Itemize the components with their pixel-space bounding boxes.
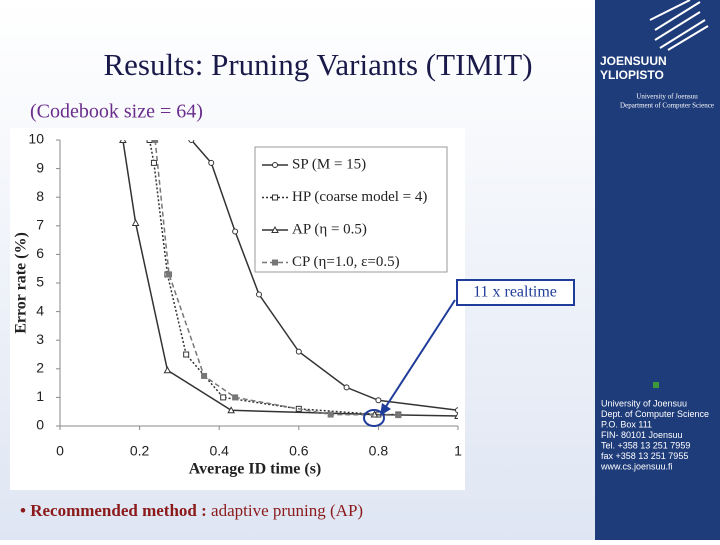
marker: [272, 194, 278, 201]
marker: [327, 411, 334, 418]
y-tick-label: 10: [28, 131, 44, 147]
bullet-text: adaptive pruning (AP): [211, 501, 363, 520]
marker: [271, 225, 279, 233]
bullet-square: [653, 382, 659, 388]
y-tick-label: 8: [36, 188, 44, 204]
bullet: • Recommended method : adaptive pruning …: [20, 501, 363, 520]
logo-name: YLIOPISTO: [600, 68, 664, 82]
contact-line: Tel. +358 13 251 7959: [601, 440, 690, 450]
y-tick-label: 5: [36, 274, 44, 290]
contact-line: P.O. Box 111: [601, 419, 652, 429]
marker: [150, 159, 157, 166]
legend-label: SP (M = 15): [292, 156, 366, 172]
legend-label: AP (η = 0.5): [292, 221, 367, 237]
x-tick-label: 0: [56, 443, 64, 459]
marker: [232, 394, 239, 401]
series-line: [190, 140, 458, 412]
legend-label: HP (coarse model = 4): [292, 189, 427, 205]
annotation-box: [456, 279, 575, 306]
marker: [455, 407, 458, 414]
contact-line: FIN- 80101 Joensuu: [601, 430, 683, 440]
slide-title: Results: Pruning Variants (TIMIT): [103, 47, 532, 82]
marker: [395, 412, 402, 419]
annotation-arrow: [384, 299, 456, 409]
logo-name: JOENSUUN: [600, 54, 667, 68]
marker: [272, 162, 278, 168]
marker: [183, 351, 190, 358]
y-tick-label: 6: [36, 245, 44, 261]
bullet-label: • Recommended method :: [20, 501, 207, 520]
y-tick-label: 7: [36, 217, 44, 233]
contact-line: Dept. of Computer Science: [601, 409, 709, 419]
marker: [208, 159, 215, 166]
marker: [188, 140, 195, 143]
x-axis-label: Average ID time (s): [189, 461, 322, 478]
contact-line: www.cs.joensuu.fi: [600, 461, 673, 471]
marker: [146, 140, 153, 143]
series-line: [154, 140, 399, 416]
legend-box: [254, 146, 448, 273]
x-tick-label: 0.2: [130, 443, 150, 459]
annotation: 11 x realtime: [473, 284, 557, 301]
x-tick-label: 0.8: [369, 443, 389, 459]
marker: [119, 140, 127, 143]
marker: [454, 411, 458, 419]
y-tick-label: 2: [36, 360, 44, 376]
slide-subtitle: (Codebook size = 64): [30, 101, 203, 123]
marker: [232, 228, 239, 235]
marker: [220, 394, 227, 401]
marker: [343, 384, 350, 391]
y-tick-label: 1: [36, 388, 44, 404]
x-tick-label: 0.6: [289, 443, 309, 459]
x-tick-label: 1: [454, 443, 462, 459]
y-axis-label: Error rate (%): [13, 232, 30, 334]
marker: [272, 259, 278, 266]
side-panel: [595, 0, 720, 540]
marker: [131, 218, 140, 226]
marker: [227, 406, 235, 414]
contact-line: fax +358 13 251 7955: [601, 451, 688, 461]
y-tick-label: 3: [36, 331, 44, 347]
marker: [152, 140, 159, 143]
logo-dept: University of Joensuu: [636, 93, 698, 101]
legend-label: CP (η=1.0, ε=0.5): [292, 254, 400, 270]
marker: [375, 397, 382, 404]
y-tick-label: 9: [36, 159, 44, 175]
contact-line: University of Joensuu: [601, 398, 687, 408]
logo-dept: Department of Computer Science: [620, 102, 714, 110]
annotation-circle: [363, 409, 385, 427]
x-tick-label: 0.4: [209, 443, 229, 459]
y-tick-label: 4: [36, 302, 44, 318]
logo-icon: [649, 0, 709, 51]
marker: [201, 372, 208, 379]
y-tick-label: 0: [36, 417, 44, 433]
marker: [295, 348, 302, 355]
marker: [163, 366, 172, 374]
marker: [166, 271, 173, 278]
marker: [256, 291, 262, 298]
